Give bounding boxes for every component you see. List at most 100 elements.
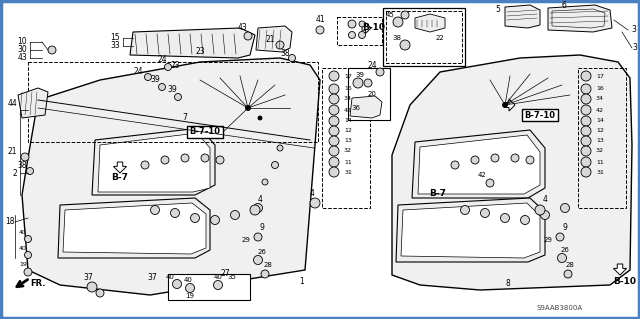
Circle shape <box>211 216 220 225</box>
Circle shape <box>581 167 591 177</box>
Polygon shape <box>63 203 206 254</box>
Circle shape <box>401 11 409 19</box>
Circle shape <box>556 233 564 241</box>
Text: 21: 21 <box>7 147 17 157</box>
Text: 21: 21 <box>265 35 275 44</box>
Text: 33: 33 <box>110 41 120 50</box>
Text: 11: 11 <box>344 160 352 165</box>
Text: 31: 31 <box>596 169 604 174</box>
Circle shape <box>216 278 225 287</box>
Polygon shape <box>401 203 540 258</box>
Text: 38: 38 <box>280 48 290 57</box>
Text: 19: 19 <box>19 263 27 268</box>
Circle shape <box>262 179 268 185</box>
Text: 44: 44 <box>7 99 17 108</box>
Text: 27: 27 <box>220 270 230 278</box>
Circle shape <box>214 280 223 290</box>
Circle shape <box>502 102 508 108</box>
Circle shape <box>258 116 262 120</box>
Circle shape <box>250 205 260 215</box>
Circle shape <box>191 213 200 222</box>
Circle shape <box>500 213 509 222</box>
Bar <box>522 109 558 121</box>
Circle shape <box>329 105 339 115</box>
Text: B-7-10: B-7-10 <box>525 110 556 120</box>
Circle shape <box>329 71 339 81</box>
Text: 37: 37 <box>83 273 93 283</box>
Circle shape <box>481 209 490 218</box>
Circle shape <box>316 26 324 34</box>
Text: 40: 40 <box>166 274 175 280</box>
Circle shape <box>145 73 152 80</box>
Circle shape <box>535 205 545 215</box>
Text: 40: 40 <box>214 274 223 280</box>
Text: 12: 12 <box>344 129 352 133</box>
Circle shape <box>581 126 591 136</box>
Text: 17: 17 <box>596 73 604 78</box>
Text: 28: 28 <box>264 262 273 268</box>
Circle shape <box>48 46 56 54</box>
Polygon shape <box>392 55 632 290</box>
Circle shape <box>461 205 470 214</box>
Text: 16: 16 <box>344 86 352 92</box>
Circle shape <box>244 32 252 40</box>
Text: 23: 23 <box>170 61 180 70</box>
Circle shape <box>173 279 182 288</box>
Circle shape <box>159 84 166 91</box>
Circle shape <box>581 71 591 81</box>
Text: FR.: FR. <box>30 279 45 288</box>
Text: 24: 24 <box>367 61 377 70</box>
Polygon shape <box>98 133 210 192</box>
Text: 6: 6 <box>561 2 566 11</box>
Text: 42: 42 <box>344 108 352 113</box>
Circle shape <box>329 136 339 146</box>
Circle shape <box>557 254 566 263</box>
Circle shape <box>564 270 572 278</box>
Polygon shape <box>418 135 540 194</box>
Circle shape <box>471 156 479 164</box>
Text: 22: 22 <box>436 35 444 41</box>
Text: 41: 41 <box>315 16 325 25</box>
Bar <box>322 68 370 208</box>
Polygon shape <box>22 58 320 295</box>
Text: 24: 24 <box>157 56 167 64</box>
Circle shape <box>561 204 570 212</box>
Circle shape <box>150 205 159 214</box>
Text: 34: 34 <box>596 97 604 101</box>
Bar <box>28 62 318 142</box>
Text: 43: 43 <box>237 24 247 33</box>
Circle shape <box>451 161 459 169</box>
Circle shape <box>581 146 591 156</box>
Polygon shape <box>256 26 292 52</box>
Circle shape <box>329 116 339 126</box>
Text: 39: 39 <box>167 85 177 94</box>
Text: 7: 7 <box>182 114 188 122</box>
Text: 26: 26 <box>561 247 570 253</box>
Polygon shape <box>396 198 545 262</box>
Text: 19: 19 <box>186 293 195 299</box>
Text: 4: 4 <box>543 196 547 204</box>
Text: 2: 2 <box>13 168 17 177</box>
Text: 31: 31 <box>344 169 352 174</box>
Text: 40: 40 <box>19 246 27 250</box>
Circle shape <box>141 161 149 169</box>
Text: 38: 38 <box>392 35 401 41</box>
Circle shape <box>96 289 104 297</box>
Circle shape <box>289 55 296 62</box>
Circle shape <box>277 145 283 151</box>
Circle shape <box>511 154 519 162</box>
Polygon shape <box>113 162 127 173</box>
Circle shape <box>276 41 284 49</box>
Text: 29: 29 <box>241 237 250 243</box>
Circle shape <box>581 84 591 94</box>
Text: 11: 11 <box>596 160 604 165</box>
Text: 37: 37 <box>147 273 157 283</box>
Circle shape <box>164 63 172 70</box>
Circle shape <box>230 211 239 219</box>
Circle shape <box>526 156 534 164</box>
Text: 4: 4 <box>310 189 314 197</box>
Text: 42: 42 <box>596 108 604 113</box>
Polygon shape <box>505 99 515 111</box>
Text: 5: 5 <box>495 4 500 13</box>
Circle shape <box>358 32 365 39</box>
